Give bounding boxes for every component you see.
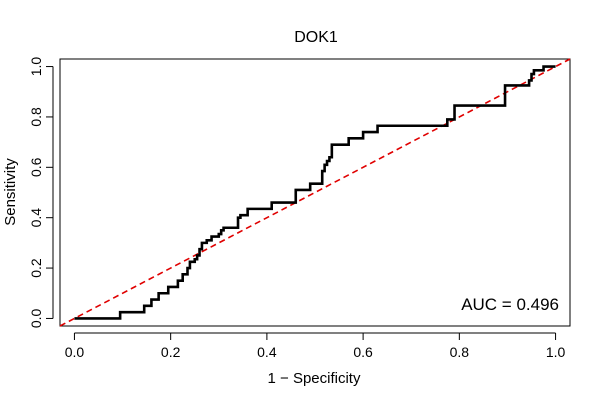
x-tick-label: 0.6: [353, 344, 373, 360]
auc-annotation: AUC = 0.496: [461, 295, 559, 314]
roc-curve-line: [74, 65, 556, 320]
x-tick-label: 1.0: [546, 344, 566, 360]
x-axis: 0.0 0.2 0.4 0.6 0.8 1.0: [65, 332, 566, 360]
y-axis: 0.0 0.2 0.4 0.6 0.8 1.0: [28, 57, 54, 329]
x-tick-label: 0.0: [65, 344, 85, 360]
y-tick-label: 0.8: [28, 107, 44, 127]
y-tick-label: 1.0: [28, 57, 44, 77]
y-tick-label: 0.4: [28, 208, 44, 228]
x-axis-label: 1 − Specificity: [268, 370, 361, 387]
y-tick-label: 0.6: [28, 157, 44, 177]
reference-diagonal-line: [59, 58, 571, 327]
x-tick-label: 0.4: [257, 344, 277, 360]
x-tick-label: 0.8: [450, 344, 470, 360]
y-axis-label: Sensitivity: [2, 158, 19, 226]
plot-frame: [59, 58, 571, 327]
x-tick-label: 0.2: [161, 344, 181, 360]
y-tick-label: 0.0: [28, 309, 44, 329]
chart-title: DOK1: [294, 29, 338, 46]
plot-area: [59, 58, 571, 327]
y-tick-label: 0.2: [28, 258, 44, 278]
